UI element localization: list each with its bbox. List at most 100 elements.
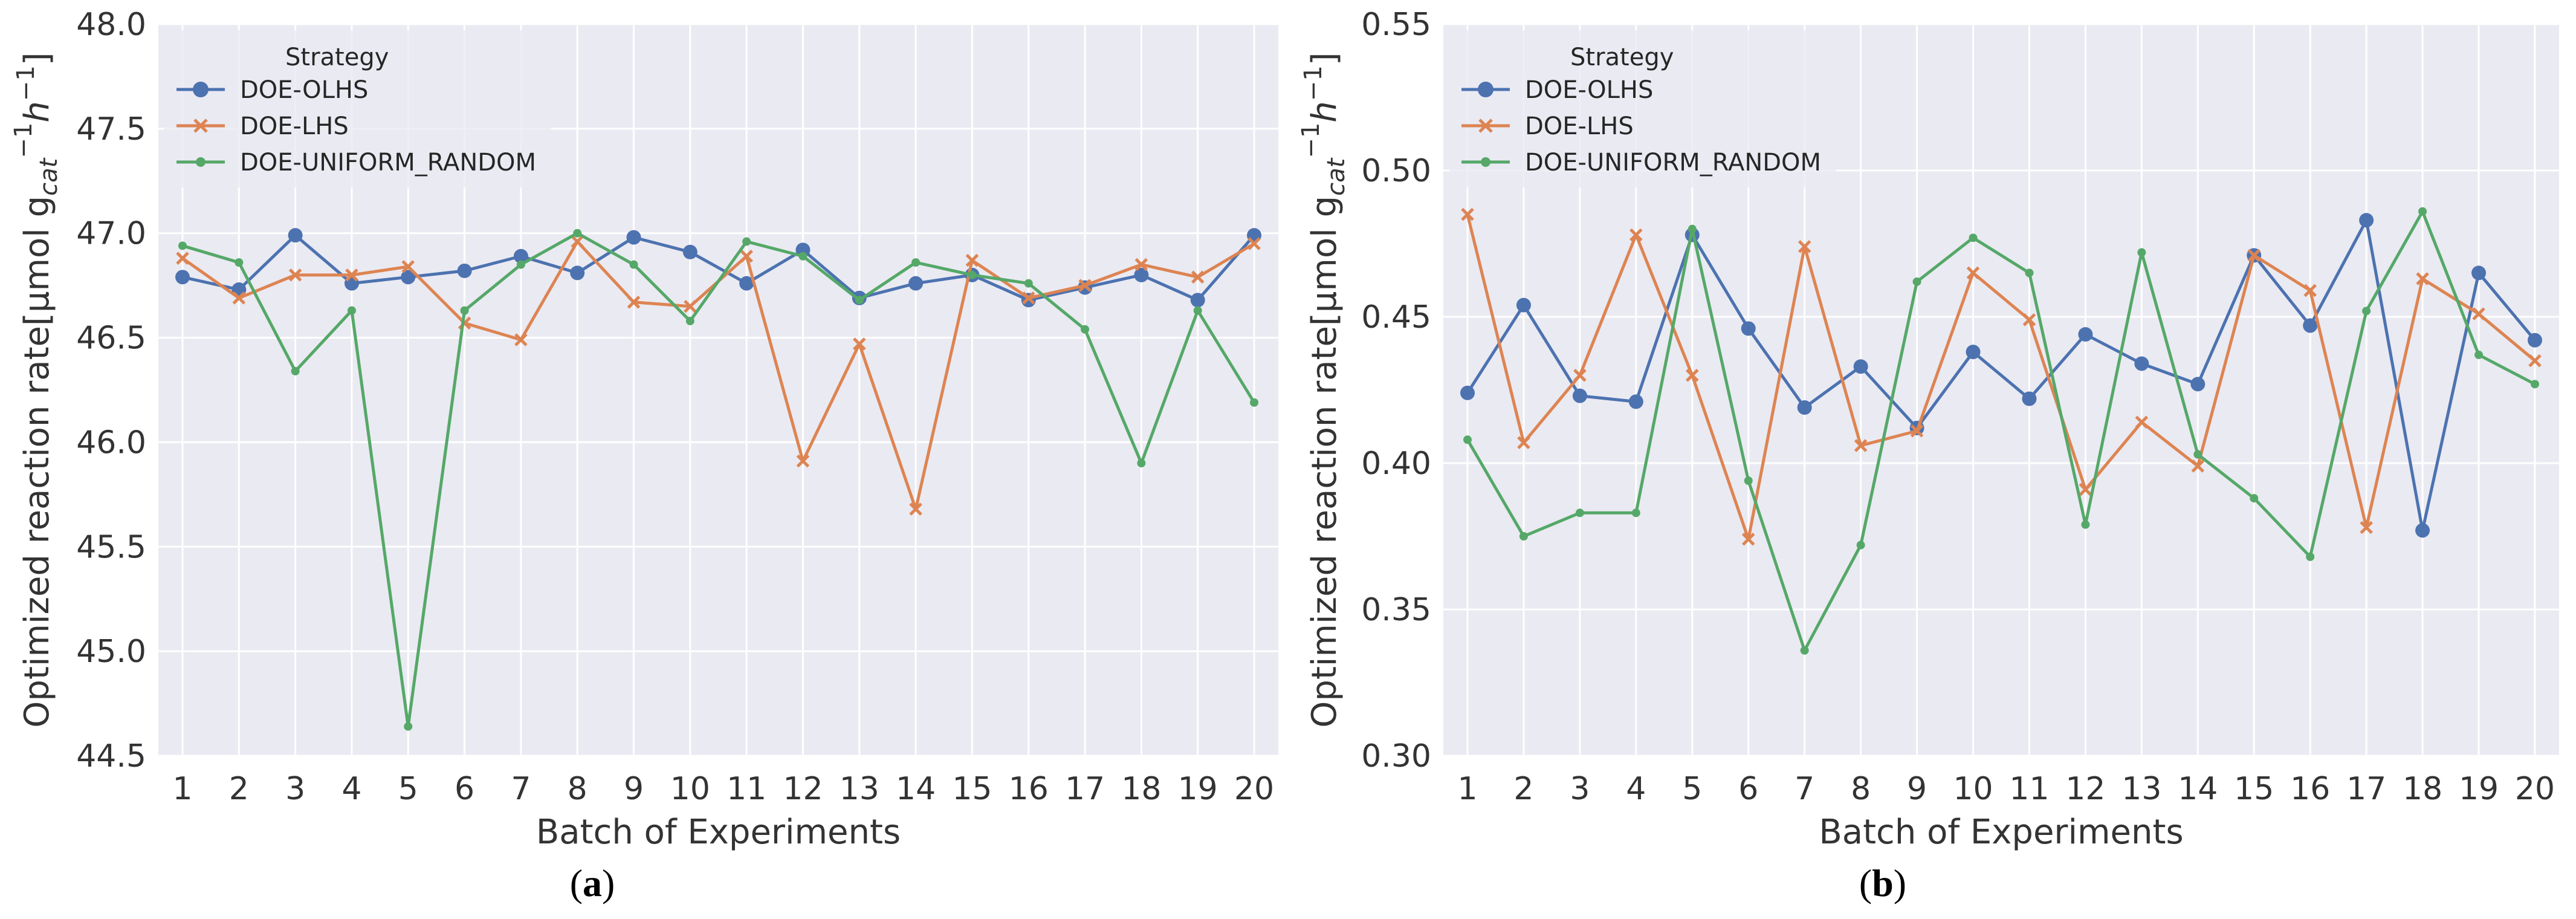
data-point: [1575, 508, 1584, 518]
data-point: [2362, 307, 2371, 316]
y-axis-label-part: −1: [1297, 123, 1325, 158]
x-tick-label: 6: [455, 771, 474, 807]
data-point: [571, 235, 584, 248]
data-point: [401, 270, 416, 285]
data-point: [1966, 345, 1981, 360]
data-point: [2472, 307, 2485, 320]
series-line: [1466, 218, 2536, 532]
y-tick-label: 44.5: [76, 738, 146, 774]
data-point: [1519, 532, 1528, 541]
data-point: [908, 276, 924, 291]
data-point: [2137, 248, 2146, 257]
data-point: [629, 260, 638, 269]
data-point: [176, 252, 189, 265]
data-point: [2360, 521, 2373, 534]
y-tick-label: 48.0: [76, 7, 146, 43]
data-point: [1744, 476, 1753, 485]
y-tick-label: 45.5: [76, 529, 146, 565]
y-tick-label: 0.45: [1361, 299, 1431, 336]
x-tick-label: 13: [840, 771, 879, 807]
data-point: [1910, 424, 1924, 438]
data-point: [2022, 313, 2036, 326]
y-axis-label-part: h: [18, 101, 57, 123]
x-tick-label: 17: [1065, 771, 1105, 807]
data-point: [742, 237, 751, 246]
data-point: [1081, 325, 1090, 334]
data-point: [2134, 356, 2149, 371]
x-tick-label: 1: [1457, 771, 1477, 807]
data-point: [1798, 240, 1811, 253]
x-axis-label: Batch of Experiments: [1819, 813, 2183, 852]
y-axis-label-part: −1: [1299, 65, 1327, 101]
chart-panel-a: 44.545.045.546.046.547.047.548.01 2 3 4 5 6 7 8…: [10, 7, 1278, 904]
y-tick-label: 46.5: [76, 320, 146, 357]
data-point: [1688, 224, 1697, 233]
data-point: [2081, 520, 2090, 529]
x-tick-label: 3: [285, 771, 305, 807]
x-tick-label: 12: [2065, 771, 2105, 807]
data-point: [1193, 306, 1202, 315]
legend-title: Strategy: [1570, 44, 1674, 71]
data-point: [516, 260, 525, 269]
data-point: [1741, 533, 1755, 546]
legend: Strategy DOE-OLHS DOE-LHS DOE-UNIFORM_RANDO…: [1449, 30, 1836, 187]
data-point: [401, 260, 415, 273]
x-tick-label: 12: [783, 771, 823, 807]
series-line: [182, 233, 1255, 302]
data-point: [288, 268, 302, 282]
data-point: [347, 306, 356, 315]
data-point: [1800, 646, 1809, 655]
data-point: [2415, 523, 2430, 538]
data-point: [2531, 380, 2539, 389]
data-point: [1854, 439, 1868, 452]
data-point: [235, 258, 244, 267]
x-tick-label: 1: [172, 771, 192, 807]
x-axis-label: Batch of Experiments: [536, 813, 901, 852]
y-axis-label-part: ]: [1305, 52, 1344, 65]
y-axis-label-part: h: [1305, 101, 1344, 123]
data-point: [1191, 270, 1205, 284]
data-point: [1631, 508, 1640, 518]
series-line: [1466, 210, 2536, 652]
x-tick-label: 19: [2459, 771, 2499, 807]
data-point: [853, 337, 866, 351]
x-tick-label: 10: [1953, 771, 1993, 807]
data-point: [968, 270, 977, 279]
data-point: [1134, 267, 1149, 282]
data-point: [2022, 391, 2037, 406]
series-doe-olhs: [1460, 213, 2542, 538]
y-axis-label-part: Optimized reaction rate[μmol g: [1305, 196, 1344, 728]
data-point: [2079, 482, 2092, 496]
data-point: [1024, 279, 1033, 288]
data-point: [1248, 237, 1261, 250]
data-point: [2418, 207, 2427, 216]
y-tick-label: 45.0: [76, 634, 146, 670]
x-tick-label: 14: [896, 771, 936, 807]
data-point: [570, 265, 585, 281]
data-point: [2250, 494, 2259, 503]
series-doe-lhs: [1461, 207, 2542, 546]
y-tick-label: 0.50: [1361, 153, 1431, 189]
y-axis-label-part: cat: [35, 157, 63, 196]
x-tick-label: 9: [1907, 771, 1927, 807]
data-point: [682, 244, 697, 259]
y-axis-label-part: −1: [12, 65, 40, 101]
x-tick-label: 11: [727, 771, 766, 807]
data-point: [796, 454, 810, 468]
data-point: [2528, 354, 2542, 368]
data-point: [1134, 258, 1148, 271]
data-point: [1137, 459, 1146, 467]
chart-panel-b: 0.300.350.400.450.500.551 2 3 4 5 6 7 8 9 10 11 12 1…: [1297, 7, 2559, 904]
y-axis-label: Optimized reaction rate[μmol gcat−1h−1]: [1297, 52, 1350, 727]
data-point: [1966, 266, 1980, 280]
y-tick-label: 0.40: [1361, 446, 1431, 482]
x-tick-label: 9: [624, 771, 644, 807]
x-tick-label: 8: [1851, 771, 1871, 807]
data-point: [2078, 327, 2093, 342]
data-point: [1741, 321, 1756, 336]
data-point: [1517, 436, 1530, 449]
data-point: [684, 299, 697, 313]
legend: Strategy DOE-OLHS DOE-LHS DOE-UNIFORM_RANDO…: [164, 30, 551, 187]
data-point: [855, 296, 864, 305]
